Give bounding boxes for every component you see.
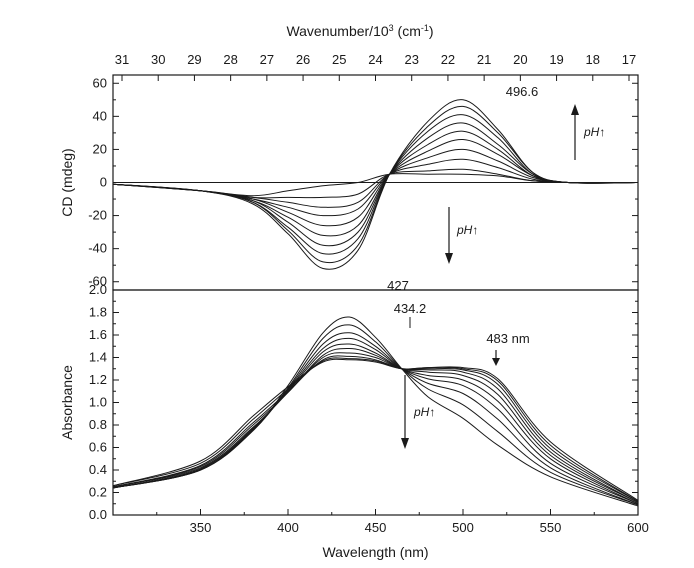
bottom-y-tick-label: 0.6 xyxy=(89,440,107,455)
bottom-y-tick-label: 1.6 xyxy=(89,327,107,342)
top-y-tick-label: -40 xyxy=(88,241,107,256)
absorbance-curves xyxy=(112,316,639,507)
bottom-curve-6 xyxy=(112,347,639,504)
x2-tick-label: 29 xyxy=(187,52,201,67)
x2-tick-label: 21 xyxy=(477,52,491,67)
x-tick-label: 550 xyxy=(540,520,562,535)
top-curve-8 xyxy=(112,114,639,255)
x2-tick-label: 26 xyxy=(296,52,310,67)
bottom-y-tick-label: 1.8 xyxy=(89,305,107,320)
cd-ph-up-label: pH↑ xyxy=(583,125,605,139)
absorbance-shoulder-arrowhead xyxy=(492,358,500,366)
bottom-curve-2 xyxy=(112,324,639,506)
x-tick-label: 400 xyxy=(277,520,299,535)
cd-ph-up-arrowhead xyxy=(571,104,579,115)
bottom-y-tick-label: 2.0 xyxy=(89,282,107,297)
cd-ph-down-arrowhead xyxy=(445,253,453,264)
top-y-tick-label: 20 xyxy=(93,141,107,156)
x-tick-label: 600 xyxy=(627,520,649,535)
top-y-tick-label: 0 xyxy=(100,175,107,190)
x2-tick-label: 25 xyxy=(332,52,346,67)
cd-trough-label: 427 xyxy=(387,278,409,293)
bottom-curve-5 xyxy=(112,343,639,505)
x2-tick-label: 23 xyxy=(404,52,418,67)
bottom-curve-7 xyxy=(112,352,639,504)
top-y-tick-label: 60 xyxy=(93,75,107,90)
bottom-y-tick-label: 0.8 xyxy=(89,417,107,432)
cd-panel: -60 -40 -20 0 20 40 60 CD (mdeg) 496.6 427 pH↑… xyxy=(59,74,639,293)
cd-peak-label: 496.6 xyxy=(506,84,539,99)
bottom-curve-10 xyxy=(112,358,639,501)
x2-tick-label: 20 xyxy=(513,52,527,67)
x2-tick-label: 22 xyxy=(441,52,455,67)
x2-tick-label: 19 xyxy=(549,52,563,67)
top-curve-1 xyxy=(112,173,639,197)
absorbance-panel: 0.0 0.2 0.4 0.6 0.8 1.0 1.2 1.4 1.6 1.8 2.0 350 400… xyxy=(59,282,649,560)
absorbance-x-ticks: 350 400 450 500 550 600 xyxy=(156,509,649,535)
bottom-curve-9 xyxy=(112,357,639,502)
x2-tick-label: 27 xyxy=(260,52,274,67)
bottom-y-tick-label: 0.2 xyxy=(89,485,107,500)
absorbance-y-axis-title: Absorbance xyxy=(59,365,75,440)
bottom-y-tick-label: 1.4 xyxy=(89,350,107,365)
x2-tick-label: 28 xyxy=(223,52,237,67)
top-y-tick-label: -60 xyxy=(88,274,107,289)
top-curve-10 xyxy=(112,99,639,270)
x2-tick-label: 24 xyxy=(368,52,382,67)
absorbance-y-ticks: 0.0 0.2 0.4 0.6 0.8 1.0 1.2 1.4 1.6 1.8 2.0 xyxy=(89,282,638,522)
bottom-curve-3 xyxy=(112,332,639,506)
absorbance-ph-label: pH↑ xyxy=(413,405,435,419)
top-curve-6 xyxy=(112,130,639,237)
top-curve-7 xyxy=(112,122,639,247)
bottom-y-tick-label: 0.4 xyxy=(89,462,107,477)
x2-tick-label: 18 xyxy=(586,52,600,67)
cd-y-axis-title: CD (mdeg) xyxy=(59,148,75,216)
top-y-tick-label: 40 xyxy=(93,108,107,123)
bottom-curve-8 xyxy=(112,355,639,502)
x-axis-title: Wavelength (nm) xyxy=(322,544,428,560)
bottom-y-tick-label: 1.0 xyxy=(89,395,107,410)
bottom-curve-4 xyxy=(112,337,639,505)
cd-ph-down-label: pH↑ xyxy=(456,223,478,237)
x2-tick-label: 30 xyxy=(151,52,165,67)
top-curve-9 xyxy=(112,105,639,264)
absorbance-peak-label: 434.2 xyxy=(394,301,427,316)
x2-tick-label: 31 xyxy=(115,52,129,67)
x-tick-label: 450 xyxy=(365,520,387,535)
x2-ticks-group: 31 30 29 28 27 26 25 24 23 22 21 20 19 18 17 xyxy=(115,52,636,81)
x2-axis-title: Wavenumber/103 (cm-1) xyxy=(286,23,433,39)
absorbance-ph-arrowhead xyxy=(401,438,409,449)
top-y-tick-label: -20 xyxy=(88,208,107,223)
bottom-y-tick-label: 0.0 xyxy=(89,507,107,522)
cd-curves xyxy=(112,99,639,270)
x-tick-label: 350 xyxy=(190,520,212,535)
x-tick-label: 500 xyxy=(452,520,474,535)
bottom-y-tick-label: 1.2 xyxy=(89,372,107,387)
x2-tick-label: 17 xyxy=(622,52,636,67)
absorbance-shoulder-label: 483 nm xyxy=(486,331,529,346)
absorbance-frame xyxy=(112,289,639,516)
bottom-curve-1 xyxy=(112,316,639,507)
